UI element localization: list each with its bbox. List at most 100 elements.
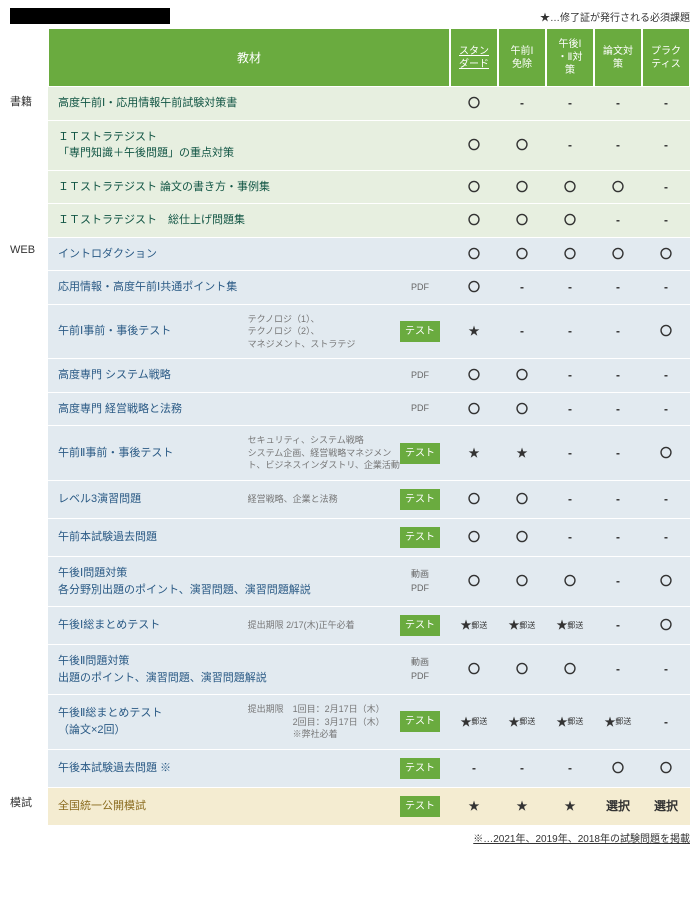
cell: 〇 <box>594 750 642 788</box>
cell: - <box>642 171 690 205</box>
row-title: 高度専門 経営戦略と法務 <box>58 401 400 418</box>
cell: - <box>498 305 546 360</box>
cell: 〇 <box>450 519 498 557</box>
cell: 〇 <box>450 87 498 121</box>
category-label <box>10 607 48 645</box>
legend-note: ★…修了証が発行される必須課題 <box>540 9 690 24</box>
cell: 〇 <box>498 359 546 393</box>
cell: 〇 <box>642 426 690 481</box>
cell: 〇 <box>450 359 498 393</box>
header-col: プラクティス <box>642 28 690 87</box>
category-label <box>10 393 48 427</box>
cell: - <box>546 305 594 360</box>
cell: - <box>546 750 594 788</box>
cell: ★ <box>546 788 594 826</box>
cell: - <box>546 359 594 393</box>
cell: 〇 <box>642 557 690 607</box>
cell: - <box>546 519 594 557</box>
table-row: ＩＴストラテジスト「専門知識＋午後問題」の重点対策 <box>48 121 450 171</box>
cell: - <box>498 87 546 121</box>
header-col: 午後Ⅰ・Ⅱ対策 <box>546 28 594 87</box>
cell: - <box>450 750 498 788</box>
cell: 〇 <box>498 238 546 272</box>
cell: - <box>546 481 594 519</box>
tag-pdf: PDF <box>400 402 440 416</box>
cell: ★郵送 <box>546 607 594 645</box>
cell: ★郵送 <box>546 695 594 750</box>
row-subtitle: 提出期限 1回目：2月17日（木） 2回目：3月17日（木） ※弊社必着 <box>240 703 400 741</box>
tag-test: テスト <box>400 758 440 779</box>
table-row: イントロダクション <box>48 238 450 272</box>
row-subtitle: テクノロジ（1）、テクノロジ（2）、マネジメント、ストラテジ <box>240 313 400 351</box>
cell: - <box>594 519 642 557</box>
cell: - <box>546 121 594 171</box>
category-label <box>10 271 48 305</box>
cell: ★郵送 <box>498 695 546 750</box>
cell: 〇 <box>546 238 594 272</box>
cell: 〇 <box>642 305 690 360</box>
tag-pdf: PDF <box>400 281 440 295</box>
table-row: 午後本試験過去問題 ※テスト <box>48 750 450 788</box>
table-row: 午前本試験過去問題テスト <box>48 519 450 557</box>
table-row: レベル3演習問題経営戦略、企業と法務テスト <box>48 481 450 519</box>
cell: - <box>594 359 642 393</box>
cell: - <box>642 87 690 121</box>
cell: 〇 <box>498 519 546 557</box>
cell: 〇 <box>498 645 546 695</box>
header-col: 論文対策 <box>594 28 642 87</box>
cell: 〇 <box>498 171 546 205</box>
tag-test: テスト <box>400 489 440 510</box>
cell: - <box>594 204 642 238</box>
cell: - <box>594 271 642 305</box>
row-title: 午後Ⅰ問題対策各分野別出題のポイント、演習問題、演習問題解説 <box>58 565 400 598</box>
category-label <box>10 204 48 238</box>
header-col: スタンダード <box>450 28 498 87</box>
cell: - <box>642 393 690 427</box>
tag-pdf: PDF <box>400 369 440 383</box>
cell: 〇 <box>450 171 498 205</box>
cell: 〇 <box>450 645 498 695</box>
category-label: 書籍 <box>10 87 48 121</box>
cell: ★ <box>498 426 546 481</box>
row-title: 午前Ⅱ事前・事後テスト <box>58 445 240 462</box>
category-label <box>10 481 48 519</box>
cell: 〇 <box>450 481 498 519</box>
cell: - <box>594 305 642 360</box>
table-row: 午前Ⅱ事前・事後テストセキュリティ、システム戦略システム企画、経営戦略マネジメン… <box>48 426 450 481</box>
cell: - <box>546 393 594 427</box>
cell: - <box>594 557 642 607</box>
header-col: 午前Ⅰ免除 <box>498 28 546 87</box>
cell: 〇 <box>498 204 546 238</box>
tag-test: テスト <box>400 321 440 342</box>
tag-pdf: 動画PDF <box>400 656 440 683</box>
tag-test: テスト <box>400 615 440 636</box>
cell: 選択 <box>594 788 642 826</box>
cell: - <box>642 481 690 519</box>
category-label <box>10 426 48 481</box>
cell: 〇 <box>546 171 594 205</box>
cell: - <box>642 204 690 238</box>
cell: ★郵送 <box>450 695 498 750</box>
footnote: ※…2021年、2019年、2018年の試験問題を掲載 <box>10 830 690 845</box>
category-label <box>10 557 48 607</box>
cell: - <box>642 695 690 750</box>
cell: ★ <box>498 788 546 826</box>
cell: 〇 <box>642 750 690 788</box>
category-label <box>10 750 48 788</box>
table-row: 午後Ⅰ問題対策各分野別出題のポイント、演習問題、演習問題解説動画PDF <box>48 557 450 607</box>
cell: ★郵送 <box>498 607 546 645</box>
table-row: 高度専門 経営戦略と法務PDF <box>48 393 450 427</box>
cell: 〇 <box>546 204 594 238</box>
category-label <box>10 305 48 360</box>
category-label <box>10 359 48 393</box>
tag-test: テスト <box>400 527 440 548</box>
category-label: WEB <box>10 238 48 272</box>
cell: 〇 <box>546 557 594 607</box>
cell: ★ <box>450 788 498 826</box>
row-title: 全国統一公開模試 <box>58 798 400 815</box>
row-title: 午後Ⅱ問題対策出題のポイント、演習問題、演習問題解説 <box>58 653 400 686</box>
table-row: 午後Ⅱ総まとめテスト（論文×2回）提出期限 1回目：2月17日（木） 2回目：3… <box>48 695 450 750</box>
cell: - <box>642 645 690 695</box>
cell: - <box>642 121 690 171</box>
table-row: 全国統一公開模試テスト <box>48 788 450 826</box>
